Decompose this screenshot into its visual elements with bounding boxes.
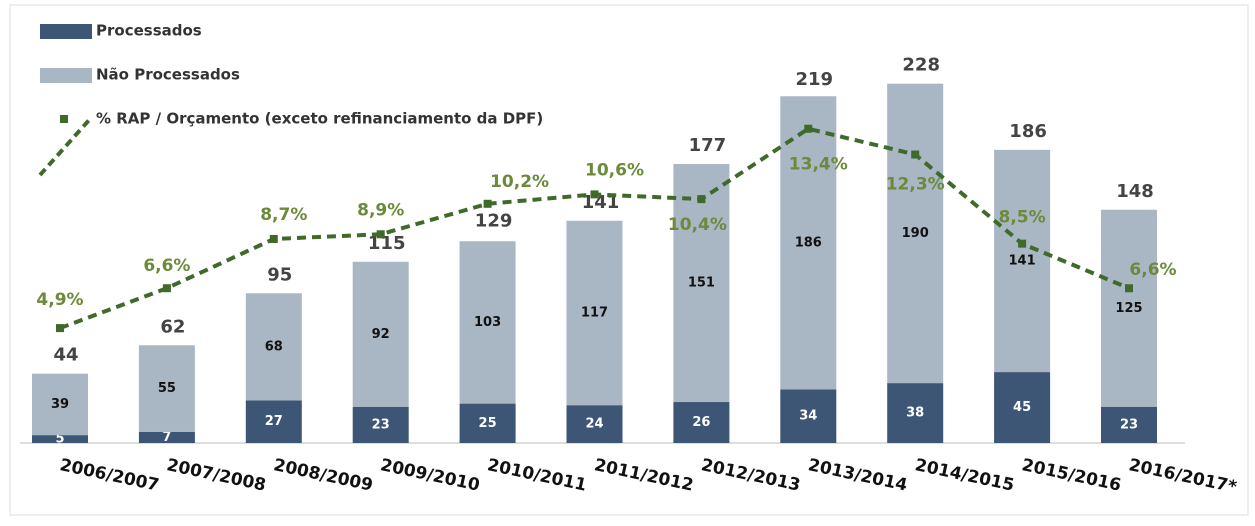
line-label: 8,9% xyxy=(357,200,404,220)
total-label: 62 xyxy=(160,316,185,337)
line-label: 12,3% xyxy=(886,175,945,195)
segment-label: 117 xyxy=(581,305,608,320)
bar-segment xyxy=(352,406,409,443)
bar-segment xyxy=(673,164,730,403)
line-label: 4,9% xyxy=(36,290,83,310)
bar-segment xyxy=(245,293,302,401)
bar-segment xyxy=(780,389,837,443)
line-label: 8,5% xyxy=(999,208,1046,228)
legend-swatch xyxy=(40,24,92,39)
line-label: 6,6% xyxy=(143,256,190,276)
bar-segment xyxy=(566,220,623,406)
legend-marker xyxy=(60,115,68,123)
x-tick-label: 2013/2014 xyxy=(806,455,909,496)
bar-segment xyxy=(245,400,302,443)
segment-label: 125 xyxy=(1115,301,1142,316)
line-marker xyxy=(590,190,599,199)
total-label: 148 xyxy=(1116,181,1154,202)
bar-segment xyxy=(32,373,88,436)
bar-segment xyxy=(459,403,516,443)
bar-segment xyxy=(994,372,1051,443)
x-tick-label: 2014/2015 xyxy=(913,455,1016,496)
bar-segment xyxy=(352,261,409,407)
line-marker xyxy=(483,199,492,208)
segment-label: 186 xyxy=(795,235,822,250)
frame xyxy=(9,4,1249,516)
line-marker xyxy=(56,324,64,333)
line-marker xyxy=(1018,239,1027,248)
bar-segment xyxy=(138,431,195,443)
segment-label: 190 xyxy=(902,226,929,241)
x-tick-label: 2010/2011 xyxy=(486,455,589,496)
line-marker xyxy=(1125,284,1133,293)
bar-segment xyxy=(780,96,837,390)
segment-label: 55 xyxy=(158,381,176,396)
segment-label: 7 xyxy=(162,430,171,445)
total-label: 129 xyxy=(475,211,513,232)
x-tick-label: 2008/2009 xyxy=(272,455,375,496)
segment-label: 39 xyxy=(51,397,69,412)
segment-label: 151 xyxy=(688,276,715,291)
bar-segment xyxy=(1101,406,1157,443)
line-marker xyxy=(269,234,278,243)
segment-label: 141 xyxy=(1009,253,1036,268)
bar-segment xyxy=(673,402,730,443)
line-marker xyxy=(911,150,920,159)
line-label: 10,2% xyxy=(490,172,549,192)
line-label: 13,4% xyxy=(789,155,848,175)
segment-label: 25 xyxy=(479,416,497,431)
segment-label: 5 xyxy=(55,432,64,447)
bar-segment xyxy=(887,83,944,384)
x-tick-label: 2006/2007 xyxy=(58,455,161,496)
bar-segment xyxy=(32,435,88,443)
total-label: 219 xyxy=(796,69,834,90)
x-tick-label: 2011/2012 xyxy=(592,455,695,496)
segment-label: 34 xyxy=(799,409,817,424)
line-marker xyxy=(804,124,813,133)
x-tick-label: 2015/2016 xyxy=(1020,455,1123,496)
total-label: 186 xyxy=(1009,121,1047,142)
segment-label: 92 xyxy=(372,327,390,342)
x-tick-label: 2007/2008 xyxy=(165,455,268,496)
segment-label: 24 xyxy=(585,417,603,432)
bar-segment xyxy=(994,149,1051,373)
line-label: 10,6% xyxy=(585,160,644,180)
legend-label: Não Processados xyxy=(96,66,240,84)
legend-label: Processados xyxy=(96,22,202,40)
line-label: 10,4% xyxy=(668,215,727,235)
segment-label: 68 xyxy=(265,339,283,354)
line-marker xyxy=(376,230,385,239)
segment-label: 45 xyxy=(1013,400,1031,415)
segment-label: 38 xyxy=(906,406,924,421)
total-label: 95 xyxy=(267,264,292,285)
segment-label: 103 xyxy=(474,315,501,330)
bar-segment xyxy=(566,405,623,443)
line-marker xyxy=(697,195,706,204)
segment-label: 27 xyxy=(265,414,283,429)
total-label: 228 xyxy=(902,55,940,76)
bar-segment xyxy=(887,383,944,443)
segment-label: 23 xyxy=(372,417,390,432)
line-label: 6,6% xyxy=(1129,260,1176,280)
x-tick-label: 2016/2017* xyxy=(1127,455,1239,497)
line-marker xyxy=(162,284,171,293)
segment-label: 26 xyxy=(692,415,710,430)
line-label: 8,7% xyxy=(260,205,307,225)
x-tick-label: 2012/2013 xyxy=(699,455,802,496)
bar-segment xyxy=(459,241,516,404)
bar-segment xyxy=(138,345,195,432)
total-label: 44 xyxy=(53,345,78,366)
legend-line xyxy=(38,117,92,177)
x-tick-label: 2009/2010 xyxy=(379,455,482,496)
total-label: 177 xyxy=(689,135,727,156)
bar-segment xyxy=(1101,209,1157,407)
legend-label: % RAP / Orçamento (exceto refinanciament… xyxy=(96,110,543,128)
segment-label: 23 xyxy=(1120,417,1138,432)
legend-swatch xyxy=(40,68,92,83)
